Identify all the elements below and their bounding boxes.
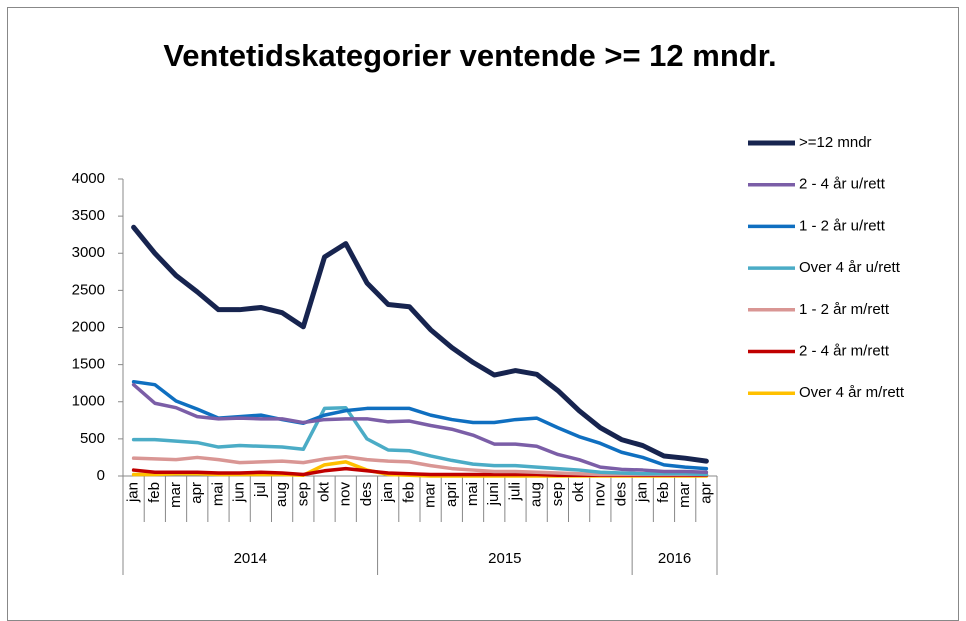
x-tick-label: mar xyxy=(167,482,184,508)
x-tick-label: apr xyxy=(697,482,714,504)
y-tick-label: 2000 xyxy=(72,318,105,335)
x-tick-label: jan xyxy=(379,482,396,503)
x-tick-label: mar xyxy=(422,482,439,508)
series-line xyxy=(131,454,709,477)
x-tick-label: sep xyxy=(294,482,311,506)
series-line xyxy=(131,405,709,477)
x-tick-label: juni xyxy=(485,482,502,506)
x-tick-label: nov xyxy=(591,482,608,507)
series-line xyxy=(131,379,709,471)
x-tick-label: aug xyxy=(273,482,290,507)
x-tick-label: aug xyxy=(528,482,545,507)
series-line xyxy=(131,224,709,464)
x-tick-label: okt xyxy=(316,481,333,502)
y-tick-label: 2500 xyxy=(72,281,105,298)
x-tick-label: jul xyxy=(252,482,269,498)
x-tick-label: feb xyxy=(655,482,672,503)
legend-label: Over 4 år u/rett xyxy=(799,259,901,276)
y-tick-label: 3500 xyxy=(72,207,105,224)
x-tick-label: apr xyxy=(188,482,205,504)
x-tick-label: apri xyxy=(443,482,460,507)
year-label: 2015 xyxy=(488,550,521,567)
legend-label: >=12 mndr xyxy=(799,134,872,151)
y-tick-label: 1000 xyxy=(72,393,105,410)
y-tick-label: 0 xyxy=(97,467,105,484)
year-label: 2014 xyxy=(234,550,267,567)
legend-label: Over 4 år m/rett xyxy=(799,384,905,401)
chart-title: Ventetidskategorier ventende >= 12 mndr. xyxy=(163,38,776,73)
series-line xyxy=(131,382,709,475)
x-tick-label: jan xyxy=(125,482,142,503)
x-tick-label: mai xyxy=(464,482,481,506)
x-tick-label: nov xyxy=(337,482,354,507)
legend-label: 2 - 4 år u/rett xyxy=(799,176,886,193)
legend-label: 2 - 4 år m/rett xyxy=(799,342,890,359)
x-tick-label: jun xyxy=(231,482,248,503)
x-tick-label: feb xyxy=(146,482,163,503)
x-tick-label: okt xyxy=(570,481,587,502)
x-tick-label: des xyxy=(613,482,630,506)
x-tick-label: mai xyxy=(209,482,226,506)
y-tick-label: 1500 xyxy=(72,356,105,373)
y-tick-label: 500 xyxy=(80,430,105,447)
y-tick-label: 4000 xyxy=(72,170,105,187)
x-tick-label: mar xyxy=(676,482,693,508)
year-label: 2016 xyxy=(658,550,691,567)
x-tick-label: feb xyxy=(400,482,417,503)
x-tick-label: jan xyxy=(634,482,651,503)
legend-label: 1 - 2 år u/rett xyxy=(799,217,886,234)
x-tick-label: des xyxy=(358,482,375,506)
legend-label: 1 - 2 år m/rett xyxy=(799,301,890,318)
x-tick-label: sep xyxy=(549,482,566,506)
x-tick-label: juli xyxy=(506,482,523,501)
y-tick-label: 3000 xyxy=(72,244,105,261)
